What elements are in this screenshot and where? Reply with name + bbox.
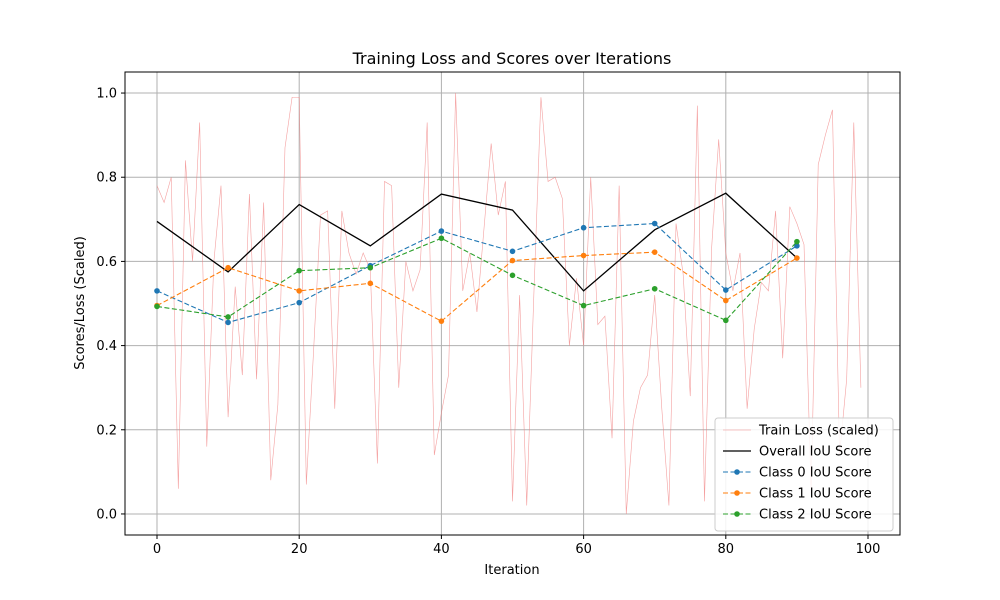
series-line (156, 192, 798, 292)
data-point (580, 252, 587, 259)
data-point (651, 285, 658, 292)
series-line (156, 251, 798, 322)
data-point (296, 288, 302, 294)
series-line (156, 222, 798, 324)
data-point (154, 303, 160, 310)
legend-label: Class 2 IoU Score (759, 508, 872, 523)
data-point (509, 272, 516, 279)
data-point (438, 235, 445, 242)
x-tick-label: 20 (291, 542, 308, 557)
legend-box (714, 417, 894, 532)
y-tick-label: 1.0 (96, 87, 117, 102)
data-point (651, 249, 658, 255)
data-point (296, 299, 302, 306)
y-tick-label: 0.6 (96, 255, 117, 270)
data-point (438, 318, 445, 324)
legend-marker (734, 469, 740, 475)
legend: Train Loss (scaled) Overall IoU Score Clas… (714, 417, 894, 532)
y-axis-label: Scores/Loss (Scaled) (73, 236, 88, 370)
data-point (438, 228, 445, 234)
x-tick-label: 80 (718, 542, 735, 557)
data-point (723, 297, 729, 304)
data-point (509, 257, 516, 264)
data-point (794, 238, 800, 245)
legend-marker (734, 490, 740, 496)
data-point (225, 264, 231, 271)
axis-ticks: 0 20 40 60 80 100 0.0 0.2 0.4 0.6 0.8 1.0 (96, 87, 880, 557)
data-point (580, 224, 587, 231)
x-tick-label: 0 (153, 542, 161, 557)
legend-label: Class 0 IoU Score (759, 466, 872, 481)
x-tick-label: 60 (575, 542, 592, 557)
plot-area (154, 93, 862, 514)
series-line (156, 93, 862, 514)
data-point (723, 317, 729, 324)
chart-title: Training Loss and Scores over Iterations (352, 49, 672, 68)
y-tick-label: 0.8 (96, 171, 117, 186)
y-tick-label: 0.0 (96, 507, 117, 522)
legend-label: Train Loss (scaled) (758, 424, 879, 439)
data-point (296, 267, 302, 274)
legend-label: Overall IoU Score (759, 445, 871, 460)
y-tick-label: 0.4 (96, 339, 117, 354)
x-axis-label: Iteration (484, 563, 539, 578)
plot-frame (124, 71, 901, 536)
data-point (509, 248, 516, 255)
series-line (156, 237, 798, 322)
data-point (794, 243, 800, 249)
data-point (794, 255, 800, 261)
data-point (154, 288, 160, 294)
data-point (367, 264, 374, 271)
data-point (723, 287, 729, 293)
data-point (225, 319, 231, 326)
data-point (580, 302, 587, 309)
x-tick-label: 100 (856, 542, 881, 557)
legend-marker (734, 511, 740, 517)
data-point (225, 314, 231, 320)
x-tick-label: 40 (433, 542, 450, 557)
legend-label: Class 1 IoU Score (759, 487, 872, 502)
data-point (367, 280, 374, 287)
y-tick-label: 0.2 (96, 423, 117, 438)
data-point (651, 220, 658, 227)
